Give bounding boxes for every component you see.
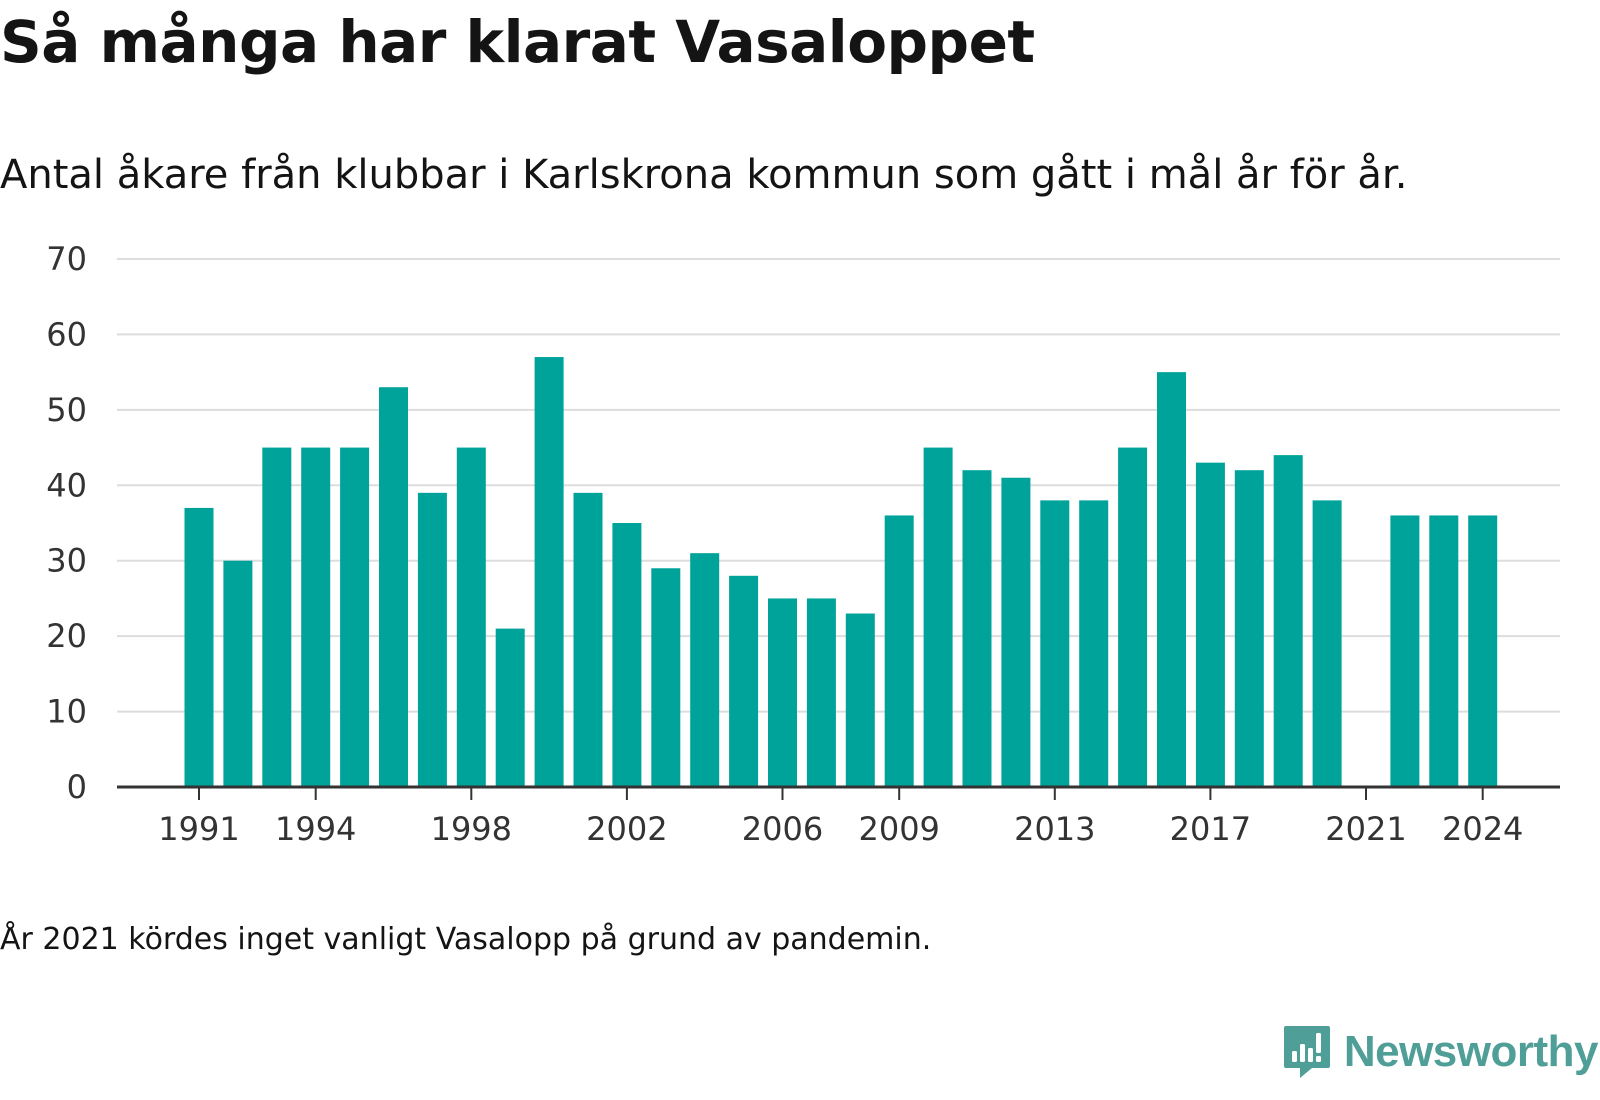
x-axis-ticks: 1991 1994 1998 2002 2006 2009 2013 2017 2021 2024 (158, 787, 1523, 848)
x-tick-label: 2002 (586, 810, 667, 848)
brand-name: Newsworthy (1343, 1027, 1599, 1076)
bar-2015 (1118, 447, 1148, 787)
chart-subtitle: Antal åkare från klubbar i Karlskrona ko… (0, 152, 1408, 198)
bar-2023 (1429, 515, 1459, 787)
x-tick-label: 2009 (858, 810, 939, 848)
x-tick-label: 1994 (275, 810, 356, 848)
y-tick-label: 30 (46, 542, 87, 580)
bar-1998 (456, 447, 486, 787)
bar-2000 (534, 357, 564, 787)
bar-1991 (184, 507, 214, 787)
bar-2005 (729, 575, 759, 787)
y-axis-ticks: 0 10 20 30 40 50 60 70 (46, 240, 87, 806)
bar-2022 (1390, 515, 1420, 787)
brand-logo: Newsworthy (1282, 1024, 1599, 1080)
bar-1994 (301, 447, 331, 787)
y-tick-label: 50 (46, 391, 87, 429)
bar-2004 (690, 553, 720, 787)
bar-2017 (1195, 462, 1225, 787)
bar-2008 (845, 613, 875, 787)
bar-1999 (495, 628, 525, 787)
bar-2019 (1273, 455, 1303, 787)
bar-2024 (1468, 515, 1498, 787)
newsworthy-logo-icon (1283, 1026, 1330, 1078)
bar-2003 (651, 568, 681, 787)
y-tick-label: 10 (46, 693, 87, 731)
bar-1992 (223, 560, 253, 787)
x-tick-label: 1991 (158, 810, 239, 848)
y-tick-label: 0 (67, 768, 87, 806)
bars (184, 357, 1498, 787)
bar-1996 (379, 387, 408, 787)
bar-1995 (340, 447, 370, 787)
x-tick-label: 1998 (431, 810, 512, 848)
bar-2007 (806, 598, 836, 787)
bar-2001 (573, 492, 603, 787)
bar-2020 (1312, 500, 1342, 787)
bar-2002 (612, 523, 642, 787)
bar-2018 (1234, 470, 1264, 787)
y-tick-label: 20 (46, 617, 87, 655)
x-tick-label: 2013 (1014, 810, 1095, 848)
bar-2009 (884, 515, 914, 787)
bar-1993 (262, 447, 292, 787)
x-tick-label: 2021 (1325, 810, 1406, 848)
gridlines (117, 258, 1560, 713)
y-tick-label: 70 (46, 240, 87, 278)
bar-2014 (1079, 500, 1109, 787)
footnote: År 2021 kördes inget vanligt Vasalopp på… (0, 922, 932, 957)
bar-2012 (1001, 477, 1031, 787)
chart-title: Så många har klarat Vasaloppet (0, 8, 1035, 76)
x-tick-label: 2017 (1170, 810, 1251, 848)
x-tick-label: 2006 (742, 810, 823, 848)
bar-1997 (417, 492, 447, 787)
x-tick-label: 2024 (1442, 810, 1523, 848)
bar-2013 (1040, 500, 1070, 787)
y-tick-label: 60 (46, 315, 87, 353)
bar-2006 (768, 598, 797, 787)
bar-2011 (962, 470, 992, 787)
bar-2010 (923, 447, 953, 787)
bar-2016 (1157, 372, 1186, 787)
y-tick-label: 40 (46, 466, 87, 504)
